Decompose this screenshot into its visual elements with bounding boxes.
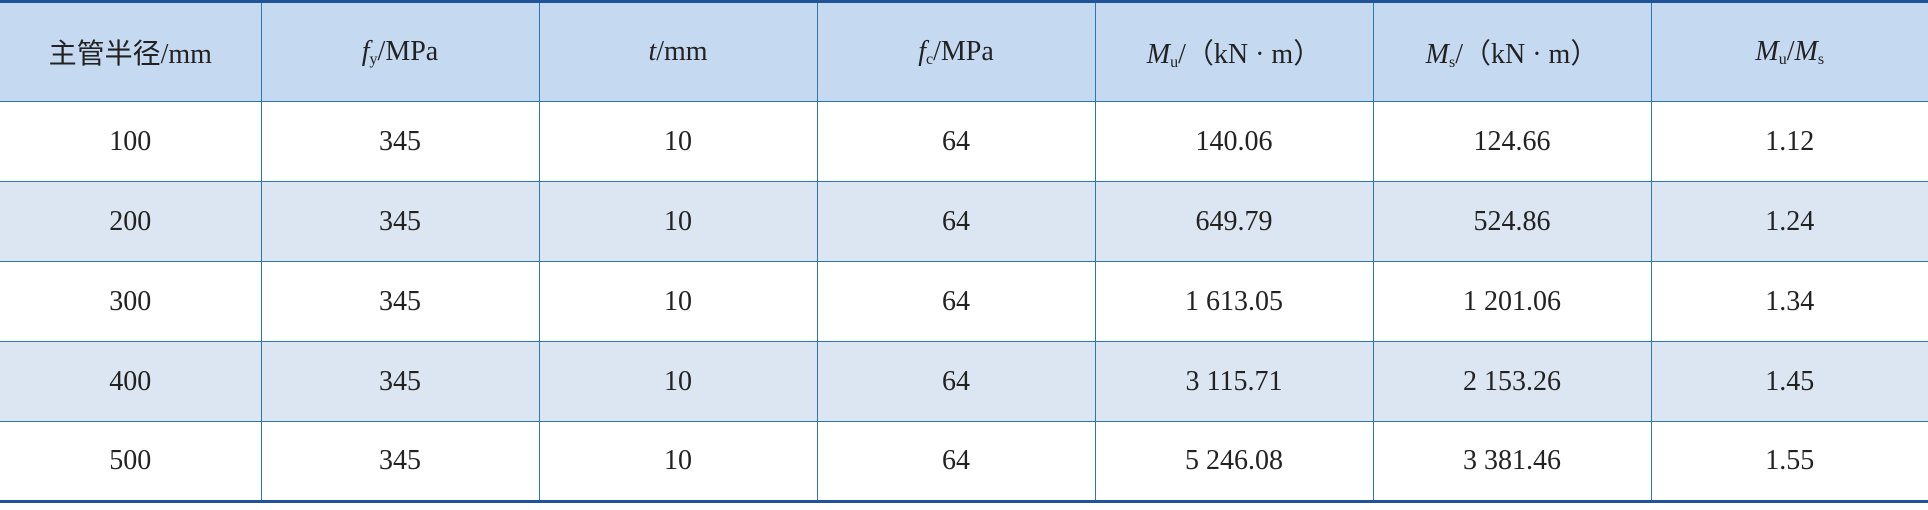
table-cell: 200: [0, 181, 262, 262]
table-cell: 124.66: [1372, 101, 1652, 182]
table-cell: 10: [538, 421, 818, 502]
table-cell: 64: [816, 261, 1096, 342]
table-cell: 300: [0, 261, 262, 342]
table-cell: 500: [0, 421, 262, 502]
table-cell: 1.34: [1650, 261, 1928, 342]
header-text: s: [1448, 54, 1456, 71]
table-cell: 1 613.05: [1094, 261, 1374, 342]
table-row: 100 345 10 64 140.06 124.66 1.12: [0, 101, 1928, 182]
table-cell: 10: [538, 101, 818, 182]
table-cell: 2 153.26: [1372, 341, 1652, 422]
header-text: /mm: [656, 36, 708, 67]
table-cell: 10: [538, 341, 818, 422]
table-cell: 345: [260, 101, 540, 182]
table-cell: 64: [816, 101, 1096, 182]
header-cell: Mu/（kN · m）: [1094, 1, 1374, 102]
table-cell: 1.45: [1650, 341, 1928, 422]
table-cell: 64: [816, 421, 1096, 502]
table-row: 200 345 10 64 649.79 524.86 1.24: [0, 181, 1928, 262]
header-text: /（kN · m）: [1178, 39, 1322, 70]
header-text: M: [1146, 39, 1171, 70]
table-cell: 1 201.06: [1372, 261, 1652, 342]
table-cell: 400: [0, 341, 262, 422]
table-cell: 64: [816, 341, 1096, 422]
header-text: u: [1170, 54, 1179, 71]
header-text: f: [918, 35, 926, 67]
header-text: c: [925, 50, 934, 68]
table-cell: 524.86: [1372, 181, 1652, 262]
header-cell: Ms/（kN · m）: [1372, 1, 1652, 102]
table-cell: 10: [538, 181, 818, 262]
table-cell: 649.79: [1094, 181, 1374, 262]
table-cell: 3 381.46: [1372, 421, 1652, 502]
header-text: t: [648, 36, 657, 67]
table-cell: 140.06: [1094, 101, 1374, 182]
table-cell: 64: [816, 181, 1096, 262]
table-cell: 1.12: [1650, 101, 1928, 182]
table-row: 400 345 10 64 3 115.71 2 153.26 1.45: [0, 341, 1928, 422]
header-text: 主管半径/mm: [48, 39, 212, 70]
table-row: 300 345 10 64 1 613.05 1 201.06 1.34: [0, 261, 1928, 342]
header-text: /: [1786, 35, 1795, 67]
header-text: M: [1755, 35, 1779, 67]
header-text: /MPa: [933, 35, 994, 67]
header-text: /（kN · m）: [1455, 39, 1599, 70]
header-cell: 主管半径/mm: [0, 1, 262, 102]
table-cell: 10: [538, 261, 818, 342]
table-header: 主管半径/mm fy/MPa t/mm fc/MPa Mu/（kN · m） Ms/（kN…: [0, 1, 1928, 102]
header-text: y: [369, 50, 378, 68]
header-text: u: [1778, 50, 1787, 68]
header-text: M: [1794, 35, 1818, 67]
table-body: 100 345 10 64 140.06 124.66 1.12 200 345 10 64 649.…: [0, 101, 1928, 502]
table-cell: 345: [260, 341, 540, 422]
table-cell: 345: [260, 421, 540, 502]
header-text: s: [1817, 50, 1825, 68]
table-cell: 345: [260, 261, 540, 342]
header-text: M: [1425, 39, 1449, 70]
header-cell: fc/MPa: [816, 1, 1096, 102]
header-text: f: [361, 35, 370, 67]
table-cell: 100: [0, 101, 262, 182]
table-cell: 3 115.71: [1094, 341, 1374, 422]
table-cell: 1.24: [1650, 181, 1928, 262]
table-cell: 1.55: [1650, 421, 1928, 502]
header-text: /MPa: [377, 35, 439, 67]
header-row: 主管半径/mm fy/MPa t/mm fc/MPa Mu/（kN · m） Ms/（kN…: [0, 1, 1928, 102]
header-cell: t/mm: [538, 1, 818, 102]
table-cell: 345: [260, 181, 540, 262]
table-cell: 5 246.08: [1094, 421, 1374, 502]
header-cell: Mu/Ms: [1650, 1, 1928, 102]
header-cell: fy/MPa: [260, 1, 540, 102]
table-row: 500 345 10 64 5 246.08 3 381.46 1.55: [0, 421, 1928, 502]
